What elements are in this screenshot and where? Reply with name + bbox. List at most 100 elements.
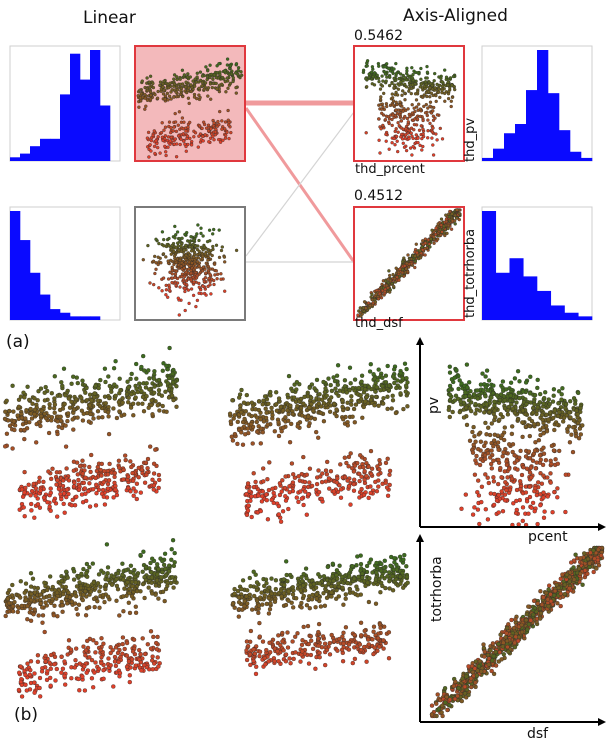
big-scatter-4-point [91,638,96,643]
scatter-linear-bottom-point [156,262,160,267]
big-scatter-2-point [244,392,249,398]
big-scatter-2-point [338,487,344,492]
scatter-axis-top-point [390,92,394,96]
big-scatter-2-point [390,393,395,398]
big-scatter-2-point [345,406,350,411]
scatter-axis-top-point [433,86,437,90]
big-scatter-1-point [87,504,93,509]
big-scatter-3-point [565,426,570,432]
scatter-axis-top-point [420,148,424,152]
scatter-linear-top-point [193,77,197,81]
scatter-linear-bottom-point [148,281,152,285]
big-scatter-3-point [463,390,468,395]
big-scatter-4-point [105,577,111,582]
scatter-linear-top-point [148,97,153,101]
big-scatter-2-point [260,430,265,435]
scatter-axis-top-point [377,79,381,84]
big-scatter-1-point [19,415,25,421]
scatter-linear-top-point [234,91,238,95]
histogram-top-right-bar [493,148,505,161]
scatter-axis-top-point [396,149,400,154]
scatter-linear-top-point [174,95,179,99]
big-scatter-4-point [71,569,77,574]
big-scatter-3-point [549,461,554,467]
big-scatter-4-point [43,653,48,659]
big-scatter-4-point [40,589,46,594]
scatter-axis-top-point [421,127,425,131]
big-scatter-2-point [312,416,318,422]
big-scatter-3-point [459,506,464,511]
big-scatter-3-point [533,485,538,491]
big-scatter-1-point [10,446,15,451]
scatter-linear-bottom-point [193,266,197,270]
scatter-axis-top-point [413,109,417,114]
big-scatter-3-point [529,475,534,480]
scatter-linear-top-point [211,81,216,86]
big-scatter-3-point [532,509,537,514]
scatter-axis-bottom-point [405,269,410,274]
scatter-linear-top-point [224,90,228,94]
big-scatter-4-point [23,581,29,586]
scatter-axis-top-point [440,80,444,84]
scatter-linear-top-point [189,83,193,87]
scatter-linear-top-point [184,80,188,84]
big-scatter-3-point [550,399,556,404]
big-scatter-2-point [351,482,356,487]
big-scatter-2-point [349,398,354,403]
big-scatter-2-point [376,472,381,477]
big-scatter-4-point [96,572,102,577]
big-scatter-2-point [373,479,378,485]
big-scatter-4-point [120,635,126,640]
big-scatter-3-point [528,374,533,379]
big-scatter-4-point [117,670,123,676]
scatter-axis-bottom-point [430,228,434,232]
scatter-axis-top-point [408,146,413,150]
scatter-axis-top-point [408,114,412,119]
scatter-axis-bottom-point [397,278,401,282]
big-scatter-1-point [128,459,133,464]
big-scatter-1-point [49,391,54,396]
big-scatter-2-point [271,490,276,496]
scatter-axis-top-point [401,109,405,113]
big-scatter-4-point [97,589,102,594]
big-scatter-4-point [28,584,34,589]
scatter-axis-top-point [430,83,434,88]
scatter-linear-bottom-point [206,268,211,273]
big-scatter-2-point [261,398,266,403]
big-scatter-1-point [147,387,152,392]
big-scatter-3-point [478,430,483,435]
scatter-linear-top-point [180,68,185,72]
big-scatter-2-point [352,477,357,482]
big-scatter-2-point [249,422,254,427]
big-scatter-3-point [454,367,459,373]
scatter-linear-top-point [149,93,153,97]
big-scatter-4-point [172,560,177,565]
scatter-linear-top-point [149,149,153,153]
scatter-linear-bottom-point [202,245,207,249]
big-scatter-2-point [324,393,329,398]
scatter-axis-top-point [417,102,421,106]
big-scatter-4-point [25,661,30,666]
big-scatter-2-point [362,387,368,392]
scatter-linear-bottom-point [146,243,150,248]
big-scatter-3-point [555,486,560,491]
scatter-axis-top-point [394,134,399,139]
big-scatter-2-point [368,490,373,496]
big-scatter-1-point [151,376,157,381]
scatter-linear-bottom-point [189,235,193,239]
big-scatter-3-point [517,395,522,401]
scatter-linear-top-point [218,83,222,87]
big-scatter-4-point [165,583,170,589]
big-scatter-1-point [16,404,22,409]
big-scatter-2-point [259,494,265,499]
big-scatter-2-point [264,498,269,503]
big-scatter-3-point [472,434,477,439]
big-scatter-2-point [306,423,311,429]
big-scatter-2-point [265,517,271,522]
scatter-axis-top-point [430,136,434,140]
big-scatter-2-point [254,419,259,425]
big-scatter-2-point [398,370,403,376]
big-scatter-4-point [120,572,125,577]
scatter-axis-bottom-point [450,212,454,216]
